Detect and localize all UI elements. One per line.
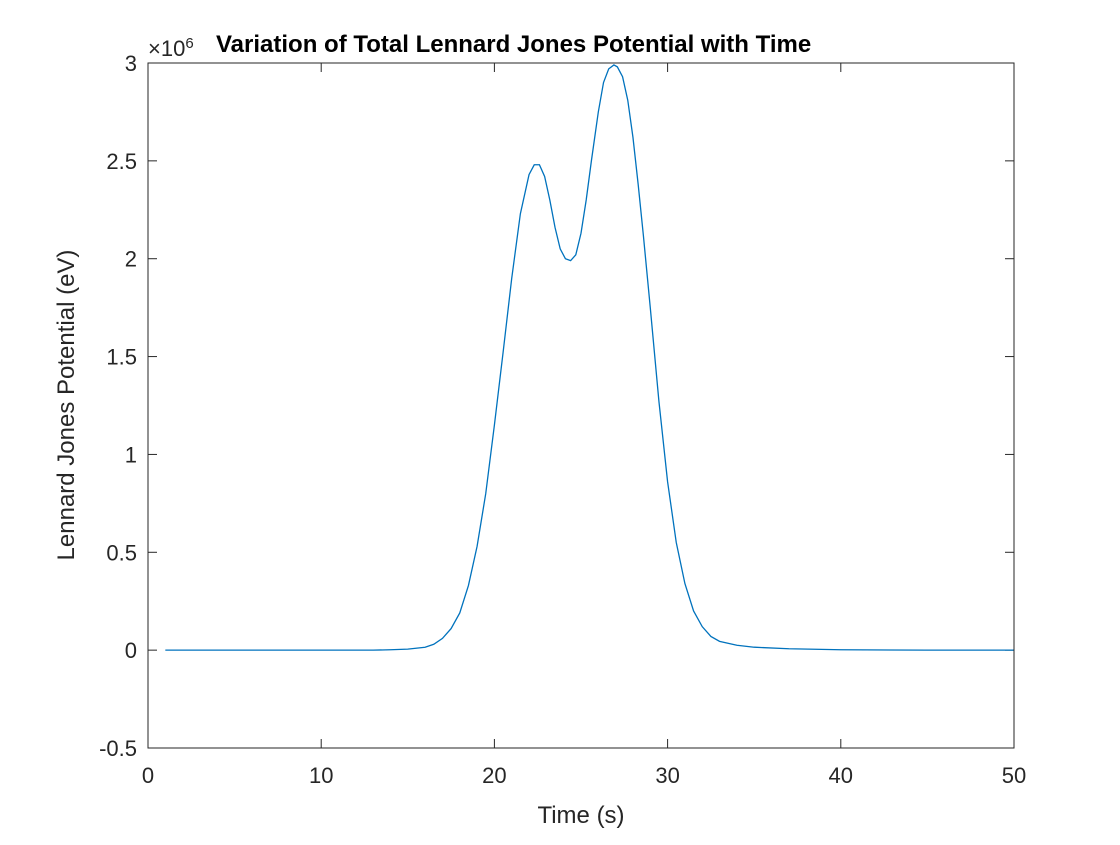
- plot-area: [148, 63, 1014, 748]
- series-line: [165, 64, 1014, 651]
- x-tick-label: 0: [142, 763, 154, 788]
- y-tick-label: 0: [125, 638, 137, 663]
- y-tick-label: 3: [125, 51, 137, 76]
- exponent-power: 6: [185, 35, 193, 52]
- chart-title: Variation of Total Lennard Jones Potenti…: [216, 31, 811, 58]
- y-tick-label: 0.5: [106, 540, 137, 565]
- exponent-base: ×10: [148, 36, 185, 61]
- y-tick-label: -0.5: [99, 736, 137, 761]
- x-tick-label: 10: [309, 763, 333, 788]
- x-tick-label: 20: [482, 763, 506, 788]
- y-tick-label: 1.5: [106, 345, 137, 370]
- y-tick-label: 1: [125, 442, 137, 467]
- axes-box: [147, 62, 1015, 749]
- x-axis-label: Time (s): [537, 802, 624, 829]
- x-tick-label: 40: [829, 763, 853, 788]
- exponent-label: ×106: [148, 35, 194, 61]
- y-axis-label: Lennard Jones Potential (eV): [53, 250, 80, 561]
- y-tick-label: 2: [125, 247, 137, 272]
- x-tick-label: 50: [1002, 763, 1026, 788]
- y-tick-label: 2.5: [106, 149, 137, 174]
- x-tick-label: 30: [655, 763, 679, 788]
- tick-labels: 0 10 20 30 40 50-0.500.511.522.53: [99, 51, 1026, 788]
